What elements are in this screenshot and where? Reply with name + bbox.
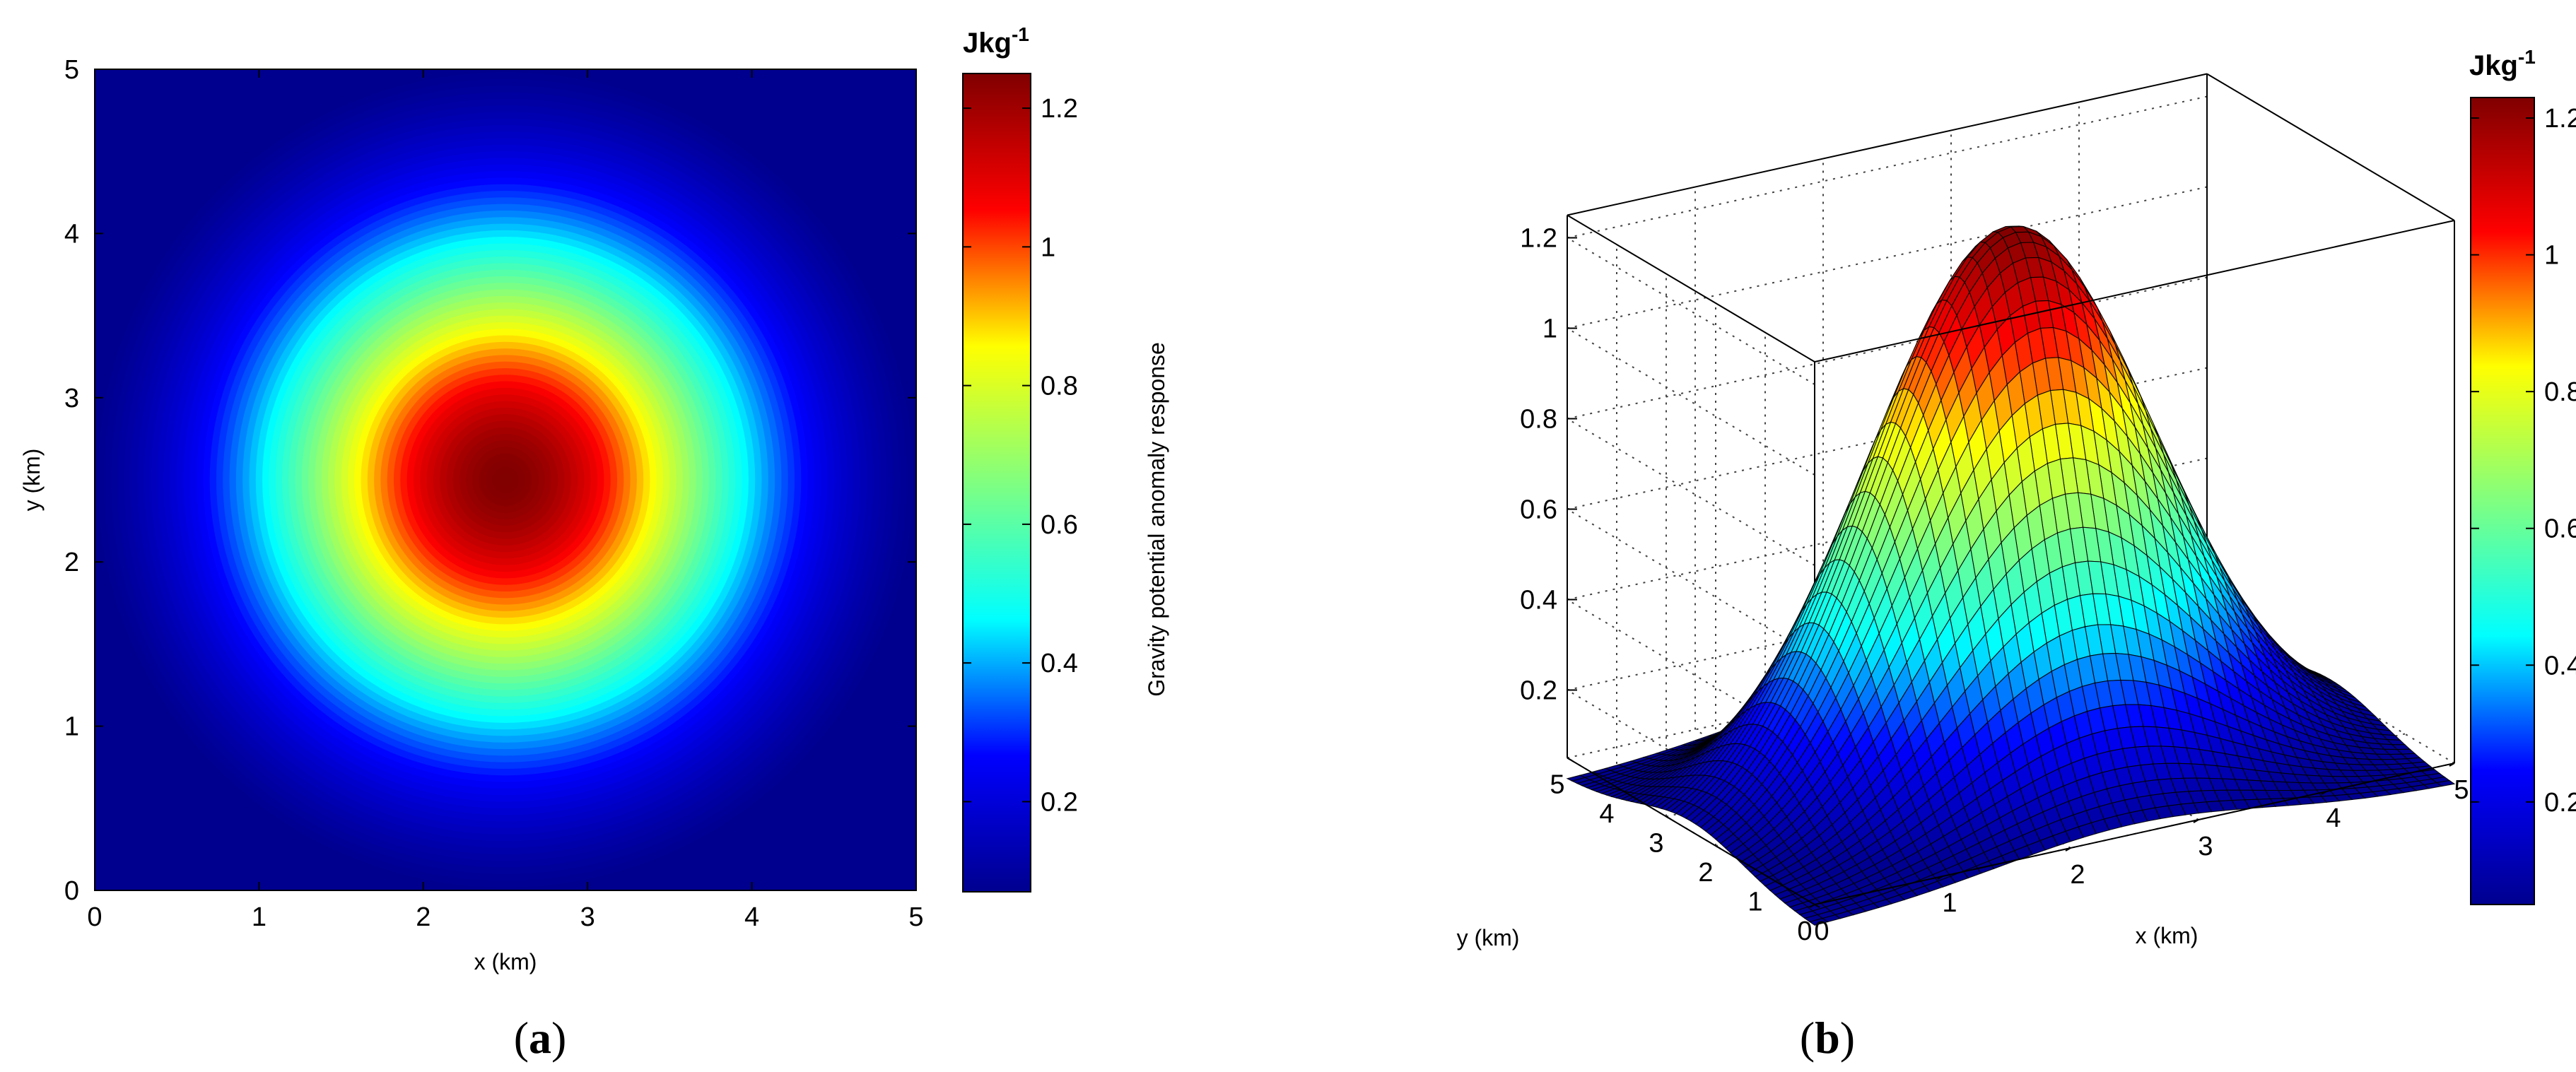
heatmap-x-ticks: 0 1 2 3 4 5: [87, 69, 924, 932]
surface-patch: [1808, 918, 1829, 926]
surface-grid-line: [1567, 327, 1815, 476]
surface-colorbar: [2470, 97, 2535, 905]
surface-grid-line: [2206, 615, 2455, 764]
surface-x-tick-mark: [2065, 847, 2071, 852]
surface-y-tick-mark: [1814, 904, 1820, 908]
surface-front-box: [1567, 73, 2455, 905]
surface-x-tick-label: 5: [2454, 775, 2469, 805]
heatmap-x-tick-label: 5: [908, 902, 923, 932]
heatmap-contour-ring: [505, 479, 506, 481]
surface-grid-line: [1567, 508, 1815, 656]
surface-grid-line: [1567, 237, 1815, 385]
surface-box-edge: [1567, 214, 1815, 363]
heatmap-x-tick-label: 2: [416, 902, 431, 932]
surface-grid-line: [1567, 95, 2208, 239]
heatmap-colorbar-tick-label: 0.6: [1041, 510, 1078, 540]
surface-z-axis-label: Gravity potential anomaly response: [1144, 342, 1169, 697]
surface-y-tick-mark: [1567, 757, 1573, 762]
heatmap-chart: 0 1 2 3 4 5 0 1 2 3 4 5 x (km) y (km) 0.2 0.4 0.6 0.8…: [19, 23, 1078, 1063]
heatmap-x-axis-label: x (km): [474, 949, 537, 974]
surface-box-edge: [2206, 73, 2455, 221]
panel-label-a: (a): [514, 1013, 567, 1063]
surface-z-tick-label: 0.6: [1520, 495, 1557, 525]
surface-colorbar-title: Jkg-1: [2469, 46, 2536, 81]
surface-colorbar-tick-label: 0.2: [2544, 788, 2576, 818]
surface-y-tick-label: 3: [1649, 829, 1663, 859]
heatmap-y-tick-label: 1: [64, 712, 79, 742]
heatmap-y-tick-label: 2: [64, 548, 79, 577]
surface-grid-line: [1567, 418, 1815, 566]
heatmap-colorbar: [962, 73, 1031, 893]
heatmap-colorbar-tick-label: 1.2: [1041, 94, 1078, 124]
heatmap-y-tick-label: 4: [64, 219, 79, 249]
surface-z-tick-label: 1: [1542, 314, 1557, 344]
surface-x-tick-label: 0: [1814, 917, 1829, 946]
surface-y-tick-label: 1: [1747, 888, 1762, 917]
surface-y-tick-label: 5: [1550, 770, 1564, 800]
heatmap-colorbar-tick-label: 1: [1041, 232, 1055, 262]
surface-colorbar-tick-label: 0.4: [2544, 651, 2576, 681]
surface-y-tick-mark: [1764, 874, 1771, 879]
heatmap-x-tick-label: 0: [87, 902, 102, 932]
surface-x-tick-mark: [2321, 791, 2327, 795]
heatmap-frame: [94, 69, 917, 891]
surface-colorbar-ticks: 0.2 0.4 0.6 0.8 1 1.2: [2471, 104, 2576, 818]
heatmap-x-tick-label: 3: [580, 902, 595, 932]
surface-colorbar-tick-label: 0.6: [2544, 514, 2576, 544]
surface-grid-line: [1567, 186, 2208, 329]
surface-y-tick-label: 0: [1797, 917, 1812, 946]
surface-y-tick-label: 4: [1599, 799, 1614, 829]
heatmap-colorbar-title: Jkg-1: [963, 23, 1029, 59]
surface-x-tick-label: 4: [2326, 803, 2341, 833]
surface-colorbar-tick-label: 1.2: [2544, 104, 2576, 134]
heatmap-x-tick-label: 1: [252, 902, 267, 932]
surface-z-tick-label: 0.8: [1520, 405, 1557, 435]
surface-chart: 0 1 2 3 4 5 0 1 2 3 4 5 0.2 0.4 0.6 0.8 1 1.2 x (km) y (k…: [1144, 46, 2576, 1063]
surface-x-tick-mark: [2449, 762, 2455, 767]
heatmap-colorbar-tick-label: 0.4: [1041, 649, 1078, 678]
surface-mesh: [1566, 225, 2456, 926]
surface-x-axis-label: x (km): [2136, 923, 2199, 948]
heatmap-y-ticks: 0 1 2 3 4 5: [64, 55, 916, 906]
surface-y-tick-mark: [1715, 845, 1721, 849]
heatmap-y-tick-label: 0: [64, 876, 79, 906]
surface-x-tick-label: 1: [1942, 888, 1957, 918]
surface-x-tick-mark: [1809, 904, 1815, 908]
heatmap-colorbar-tick-label: 0.8: [1041, 372, 1078, 401]
surface-y-tick-label: 2: [1698, 858, 1713, 888]
surface-grid-line: [1567, 276, 2208, 420]
surface-box-edge: [1814, 762, 2455, 905]
surface-x-tick-mark: [1937, 876, 1943, 880]
panel-label-b: (b): [1800, 1013, 1855, 1063]
heatmap-y-tick-label: 3: [64, 384, 79, 413]
surface-colorbar-tick-label: 1: [2544, 241, 2559, 271]
heatmap-colorbar-ticks: 0.2 0.4 0.6 0.8 1 1.2: [963, 94, 1078, 817]
heatmap-x-tick-label: 4: [744, 902, 759, 932]
surface-colorbar-tick-label: 0.8: [2544, 377, 2576, 407]
surface-box-edge: [1567, 73, 2208, 216]
surface-box-edge: [1567, 757, 1815, 905]
surface-y-tick-mark: [1616, 787, 1622, 791]
surface-ticks: 0 1 2 3 4 5 0 1 2 3 4 5 0.2 0.4 0.6 0.8 1 1.2: [1520, 224, 2469, 947]
surface-x-tick-mark: [2193, 819, 2199, 823]
surface-z-tick-label: 0.4: [1520, 586, 1557, 615]
surface-x-tick-label: 3: [2198, 832, 2213, 861]
heatmap-rings: [95, 69, 916, 890]
surface-y-axis-label: y (km): [1457, 925, 1520, 950]
surface-z-tick-label: 1.2: [1520, 224, 1557, 254]
surface-box-edge: [1814, 220, 2455, 363]
surface-x-tick-label: 2: [2070, 860, 2085, 890]
heatmap-colorbar-tick-label: 0.2: [1041, 787, 1078, 817]
heatmap-y-axis-label: y (km): [19, 449, 45, 512]
surface-z-tick-label: 0.2: [1520, 676, 1557, 706]
heatmap-y-tick-label: 5: [64, 55, 79, 85]
surface-y-tick-mark: [1665, 815, 1672, 820]
